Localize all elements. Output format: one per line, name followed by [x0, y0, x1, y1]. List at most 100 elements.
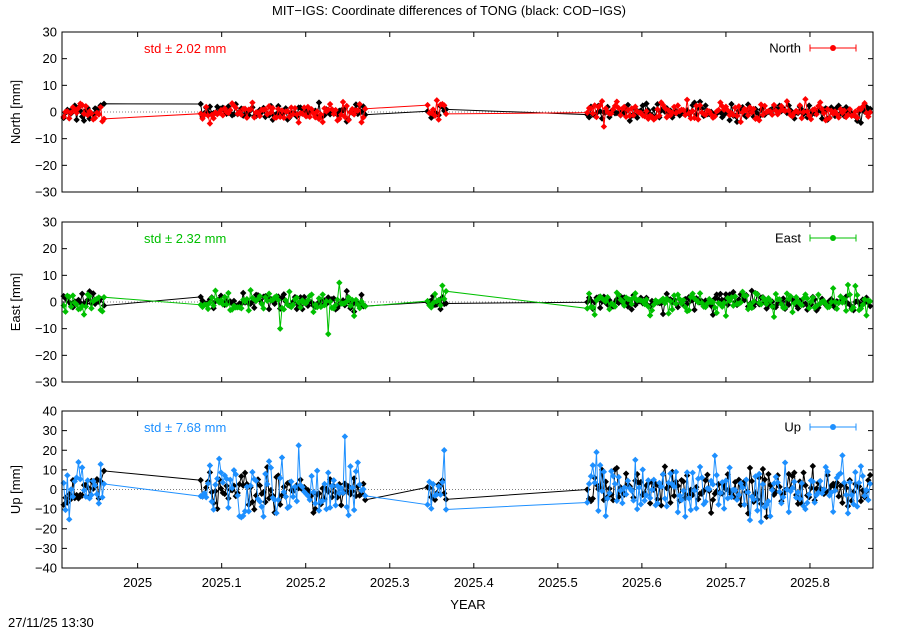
north-point	[435, 116, 442, 123]
up-point	[350, 506, 358, 514]
east-point	[247, 287, 254, 294]
up-point	[312, 500, 319, 507]
reference-point	[704, 471, 711, 479]
up-point	[349, 484, 356, 491]
north-point	[289, 110, 297, 118]
up-point	[88, 491, 95, 499]
east-point	[748, 304, 756, 312]
up-point	[225, 504, 232, 511]
reference-point	[676, 112, 683, 119]
reference-point	[585, 495, 593, 503]
east-point	[67, 303, 75, 310]
y-tick-label: 30	[43, 423, 57, 438]
north-point	[650, 116, 658, 123]
reference-point	[785, 470, 792, 478]
up-point	[676, 492, 683, 499]
reference-point	[831, 483, 839, 491]
up-point	[630, 497, 637, 504]
reference-point	[230, 297, 238, 305]
reference-point	[689, 297, 696, 304]
north-point	[744, 112, 752, 119]
reference-point	[715, 481, 722, 488]
east-point	[352, 296, 360, 304]
panels-group: 30 20 10 0 −10 −20 −30 North [mm] std ± 2.02 mm N…	[8, 25, 874, 590]
x-tick-label: 2025.2	[286, 575, 326, 590]
east-point	[256, 292, 264, 300]
up-point	[754, 507, 761, 514]
east-point	[669, 306, 676, 313]
up-point	[78, 464, 86, 471]
std-label: std ± 2.02 mm	[144, 41, 226, 56]
up-point	[201, 489, 208, 497]
north-point	[817, 99, 824, 106]
north-point	[584, 109, 591, 116]
reference-point	[683, 107, 691, 114]
reference-point	[236, 481, 243, 488]
reference-point	[804, 306, 811, 313]
reference-point	[624, 303, 632, 310]
north-point	[73, 109, 80, 117]
up-point	[854, 503, 861, 510]
reference-point	[598, 298, 606, 305]
north-point	[197, 110, 204, 117]
east-point	[672, 300, 680, 307]
reference-point	[628, 306, 635, 313]
up-point	[95, 500, 103, 507]
up-point	[299, 483, 306, 491]
east-point	[82, 303, 90, 310]
east-point	[628, 300, 635, 308]
north-point	[674, 102, 682, 109]
up-point	[62, 506, 69, 514]
east-point	[293, 294, 301, 301]
east-point	[728, 294, 735, 301]
east-point	[69, 292, 77, 299]
north-point	[783, 98, 791, 105]
up-point	[702, 498, 709, 505]
north-point	[694, 116, 702, 123]
reference-point	[604, 103, 611, 111]
north-point	[658, 99, 665, 106]
north-point	[247, 106, 254, 113]
up-point	[64, 472, 71, 479]
east-point	[829, 285, 837, 292]
east-point	[815, 291, 822, 298]
east-point	[665, 310, 672, 317]
reference-point	[663, 484, 670, 492]
north-point	[632, 103, 639, 110]
reference-point	[637, 478, 645, 486]
up-point	[439, 479, 446, 486]
up-point	[337, 484, 345, 492]
up-point	[288, 478, 295, 485]
up-point	[203, 494, 210, 501]
north-point	[345, 116, 352, 124]
reference-point	[866, 302, 874, 310]
legend-label: North	[769, 41, 801, 56]
up-point	[633, 505, 641, 513]
up-point	[672, 468, 680, 476]
north-point	[66, 115, 73, 122]
up-point	[768, 486, 776, 494]
north-point	[756, 117, 763, 124]
up-point	[865, 496, 872, 504]
north-point	[313, 108, 321, 115]
reference-point	[717, 290, 724, 298]
up-point	[818, 490, 826, 497]
reference-point	[73, 116, 80, 124]
east-point	[350, 312, 358, 320]
up-point	[602, 512, 609, 520]
east-point	[593, 297, 600, 304]
up-point	[720, 505, 728, 512]
east-point	[310, 308, 317, 316]
east-point	[326, 298, 334, 305]
up-point	[713, 471, 720, 479]
north-point	[284, 107, 291, 115]
up-point	[635, 484, 643, 491]
east-point	[210, 302, 217, 309]
reference-point	[632, 301, 639, 309]
east-point	[809, 294, 817, 301]
reference-point	[650, 105, 658, 113]
up-point	[850, 500, 857, 508]
up-point	[199, 493, 206, 500]
north-point	[238, 111, 245, 118]
x-tick-label: 2025.1	[202, 575, 242, 590]
